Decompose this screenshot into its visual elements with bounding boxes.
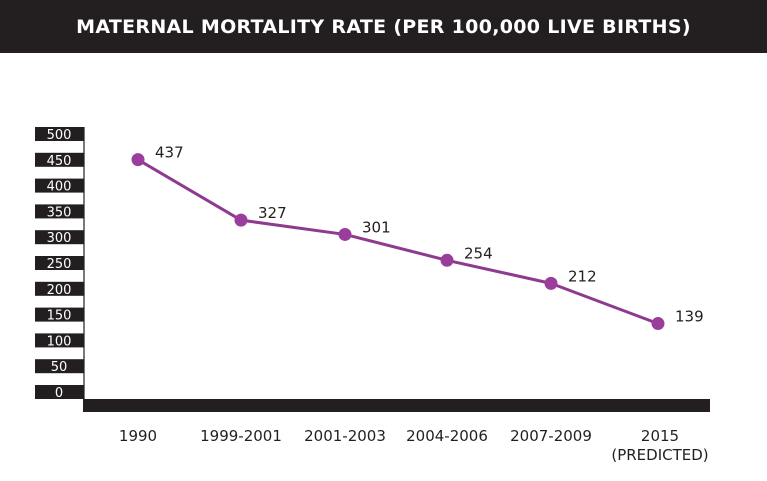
y-tick-label: 400 xyxy=(47,180,72,195)
series-line xyxy=(137,158,659,325)
x-tick-label: 2004-2006 xyxy=(406,427,488,445)
data-point xyxy=(651,317,665,331)
series: 437 327 301 254 212 139 xyxy=(131,144,704,331)
y-tick-label: 300 xyxy=(47,231,72,246)
y-tick-box xyxy=(35,152,84,167)
data-label: 139 xyxy=(675,308,704,326)
y-tick-label: 0 xyxy=(55,386,63,401)
y-tick-label: 500 xyxy=(47,128,72,143)
y-tick-box xyxy=(35,307,84,322)
data-point xyxy=(440,253,454,267)
x-tick-label: 2001-2003 xyxy=(304,427,386,445)
y-tick-box xyxy=(35,256,84,270)
data-label: 254 xyxy=(464,244,493,262)
y-tick-label: 450 xyxy=(47,154,72,169)
x-axis: 1990 1999-2001 2001-2003 2004-2006 2007-2009… xyxy=(83,399,710,464)
x-tick-label: 2007-2009 xyxy=(510,427,592,445)
y-tick-box xyxy=(35,178,84,193)
x-tick-label: (PREDICTED) xyxy=(611,446,708,464)
data-point xyxy=(131,153,145,167)
data-label: 301 xyxy=(362,218,391,236)
x-axis-bar xyxy=(83,399,710,412)
x-tick-label: 2015 xyxy=(641,427,679,445)
y-tick-label: 200 xyxy=(47,283,72,298)
data-point xyxy=(338,227,352,241)
y-tick-label: 250 xyxy=(47,257,72,272)
y-tick-box xyxy=(35,127,84,141)
chart-title: MATERNAL MORTALITY RATE (PER 100,000 LIV… xyxy=(76,15,691,38)
y-axis: 0 50 100 150 200 250 300 350 400 450 500 xyxy=(35,127,85,401)
y-tick-box xyxy=(35,333,84,348)
x-tick-label: 1999-2001 xyxy=(200,427,282,445)
y-tick-label: 50 xyxy=(51,360,68,375)
data-point xyxy=(234,213,248,227)
x-tick-label: 1990 xyxy=(119,427,157,445)
data-point xyxy=(544,276,558,290)
data-label: 327 xyxy=(258,204,287,222)
y-tick-box xyxy=(35,204,84,219)
y-tick-label: 350 xyxy=(47,205,72,220)
y-tick-box xyxy=(35,359,84,374)
data-label: 212 xyxy=(568,267,597,285)
chart-title-bar: MATERNAL MORTALITY RATE (PER 100,000 LIV… xyxy=(0,0,767,53)
data-label: 437 xyxy=(155,144,184,162)
y-tick-box xyxy=(35,385,84,399)
y-tick-box xyxy=(35,230,84,245)
y-tick-label: 150 xyxy=(47,309,72,324)
y-tick-label: 100 xyxy=(47,334,72,349)
y-tick-box xyxy=(35,281,84,296)
